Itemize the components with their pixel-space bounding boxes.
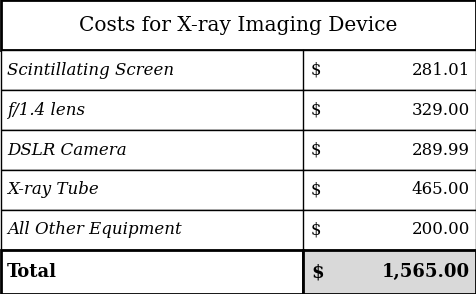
Text: 1,565.00: 1,565.00 xyxy=(381,263,469,281)
Text: X-ray Tube: X-ray Tube xyxy=(7,181,99,198)
Text: Costs for X-ray Imaging Device: Costs for X-ray Imaging Device xyxy=(79,16,397,34)
Text: 329.00: 329.00 xyxy=(411,101,469,118)
Text: f/1.4 lens: f/1.4 lens xyxy=(7,101,85,118)
Text: $: $ xyxy=(310,141,321,158)
Bar xyxy=(1,50,475,90)
Text: Scintillating Screen: Scintillating Screen xyxy=(7,61,174,78)
Bar xyxy=(1,250,302,294)
Text: $: $ xyxy=(310,263,323,281)
Text: 200.00: 200.00 xyxy=(411,221,469,238)
Text: $: $ xyxy=(310,61,321,78)
Text: $: $ xyxy=(310,181,321,198)
Text: All Other Equipment: All Other Equipment xyxy=(7,221,181,238)
Text: Total: Total xyxy=(7,263,57,281)
Text: 289.99: 289.99 xyxy=(411,141,469,158)
Bar xyxy=(1,90,475,130)
Bar xyxy=(302,250,475,294)
Bar xyxy=(1,170,475,210)
Text: 281.01: 281.01 xyxy=(411,61,469,78)
Text: $: $ xyxy=(310,221,321,238)
Text: DSLR Camera: DSLR Camera xyxy=(7,141,126,158)
Bar xyxy=(1,130,475,170)
Text: $: $ xyxy=(310,101,321,118)
Text: 465.00: 465.00 xyxy=(411,181,469,198)
Bar xyxy=(1,0,475,50)
Bar xyxy=(1,210,475,250)
